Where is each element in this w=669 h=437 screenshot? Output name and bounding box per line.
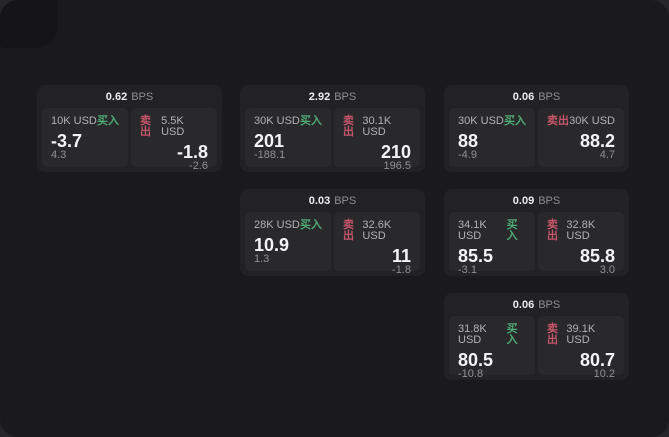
bps-unit-label: BPS	[538, 194, 561, 207]
bps-value: 0.62	[105, 90, 128, 103]
sell-price: 85.8	[579, 246, 615, 266]
buy-sub-value: 1.3	[254, 253, 270, 265]
sell-panel[interactable]: 卖出 32.6K USD 11 -1.8	[334, 212, 420, 276]
sell-price: 210	[380, 142, 411, 162]
quote-card: 0.03 BPS 28K USD 买入 10.9 1.3 卖出 32.6K US…	[240, 189, 425, 276]
sell-amount: 30.1K USD	[362, 115, 392, 138]
sell-amount: 39.1K USD	[566, 323, 596, 346]
buy-panel[interactable]: 28K USD 买入 10.9 1.3	[245, 212, 331, 271]
buy-side-label: 买入	[506, 219, 518, 242]
buy-panel[interactable]: 30K USD 买入 88 -4.9	[449, 108, 535, 167]
sell-sub-value: -2.6	[189, 160, 208, 172]
sell-side-label: 卖出	[547, 219, 558, 242]
bps-unit-label: BPS	[334, 90, 357, 103]
card-header: 0.06 BPS	[449, 293, 624, 316]
buy-side-label: 买入	[97, 115, 119, 127]
sell-sub-value: 196.5	[383, 160, 411, 172]
buy-amount: 28K USD	[254, 219, 300, 231]
sell-sub-value: 4.7	[599, 149, 615, 161]
buy-price: 10.9	[254, 235, 290, 255]
sell-side-label: 卖出	[140, 115, 151, 138]
buy-sub-value: 4.3	[51, 149, 67, 161]
sell-amount: 30K USD	[569, 115, 615, 127]
buy-price: 88	[458, 131, 479, 151]
bps-unit-label: BPS	[131, 90, 154, 103]
card-header: 0.09 BPS	[449, 189, 624, 212]
buy-amount: 30K USD	[458, 115, 504, 127]
buy-panel[interactable]: 10K USD 买入 -3.7 4.3	[42, 108, 128, 167]
sell-price: 80.7	[579, 350, 615, 370]
bps-unit-label: BPS	[334, 194, 357, 207]
buy-sub-value: -3.1	[458, 264, 477, 276]
card-header: 0.06 BPS	[449, 85, 624, 108]
buy-price: 85.5	[458, 246, 494, 266]
card-header: 2.92 BPS	[245, 85, 420, 108]
sell-sub-value: 10.2	[593, 368, 615, 380]
bps-value: 0.06	[512, 298, 535, 311]
quote-card: 0.06 BPS 31.8K USD 买入 80.5 -10.8 卖出 39.1…	[444, 293, 629, 380]
sell-price: -1.8	[176, 142, 208, 162]
sell-panel[interactable]: 卖出 5.5K USD -1.8 -2.6	[131, 108, 217, 172]
sell-amount: 5.5K USD	[161, 115, 185, 138]
sell-amount: 32.6K USD	[362, 219, 392, 242]
sell-panel[interactable]: 卖出 30K USD 88.2 4.7	[538, 108, 624, 167]
quote-card: 0.62 BPS 10K USD 买入 -3.7 4.3 卖出 5.5K USD	[37, 85, 222, 172]
sell-panel[interactable]: 卖出 32.8K USD 85.8 3.0	[538, 212, 624, 276]
buy-panel[interactable]: 34.1K USD 买入 85.5 -3.1	[449, 212, 535, 276]
buy-amount: 34.1K USD	[458, 219, 487, 242]
sell-side-label: 卖出	[343, 219, 354, 242]
buy-price: 80.5	[458, 350, 494, 370]
sell-price: 11	[391, 246, 411, 266]
buy-price: 201	[254, 131, 285, 151]
bps-unit-label: BPS	[538, 298, 561, 311]
bps-value: 2.92	[308, 90, 331, 103]
quote-card: 0.06 BPS 30K USD 买入 88 -4.9 卖出 30K USD	[444, 85, 629, 172]
buy-amount: 30K USD	[254, 115, 300, 127]
sell-panel[interactable]: 卖出 39.1K USD 80.7 10.2	[538, 316, 624, 380]
buy-side-label: 买入	[504, 115, 526, 127]
buy-price: -3.7	[51, 131, 83, 151]
buy-sub-value: -188.1	[254, 149, 286, 161]
sell-side-label: 卖出	[343, 115, 354, 138]
buy-side-label: 买入	[300, 219, 322, 231]
corner-accent	[0, 0, 58, 48]
sell-side-label: 卖出	[547, 323, 558, 346]
buy-amount: 31.8K USD	[458, 323, 487, 346]
buy-sub-value: -10.8	[458, 368, 484, 380]
card-header: 0.03 BPS	[245, 189, 420, 212]
sell-sub-value: -1.8	[392, 264, 411, 276]
card-header: 0.62 BPS	[42, 85, 217, 108]
buy-panel[interactable]: 30K USD 买入 201 -188.1	[245, 108, 331, 167]
bps-unit-label: BPS	[538, 90, 561, 103]
quote-card: 2.92 BPS 30K USD 买入 201 -188.1 卖出 30.1K …	[240, 85, 425, 172]
sell-amount: 32.8K USD	[566, 219, 596, 242]
buy-side-label: 买入	[506, 323, 518, 346]
sell-panel[interactable]: 卖出 30.1K USD 210 196.5	[334, 108, 420, 172]
buy-sub-value: -4.9	[458, 149, 477, 161]
bps-value: 0.03	[308, 194, 331, 207]
bps-value: 0.06	[512, 90, 535, 103]
buy-panel[interactable]: 31.8K USD 买入 80.5 -10.8	[449, 316, 535, 380]
buy-amount: 10K USD	[51, 115, 97, 127]
sell-sub-value: 3.0	[599, 264, 615, 276]
sell-side-label: 卖出	[547, 115, 569, 127]
bps-value: 0.09	[512, 194, 535, 207]
buy-side-label: 买入	[300, 115, 322, 127]
sell-price: 88.2	[579, 131, 615, 151]
quote-card: 0.09 BPS 34.1K USD 买入 85.5 -3.1 卖出 32.8K…	[444, 189, 629, 276]
